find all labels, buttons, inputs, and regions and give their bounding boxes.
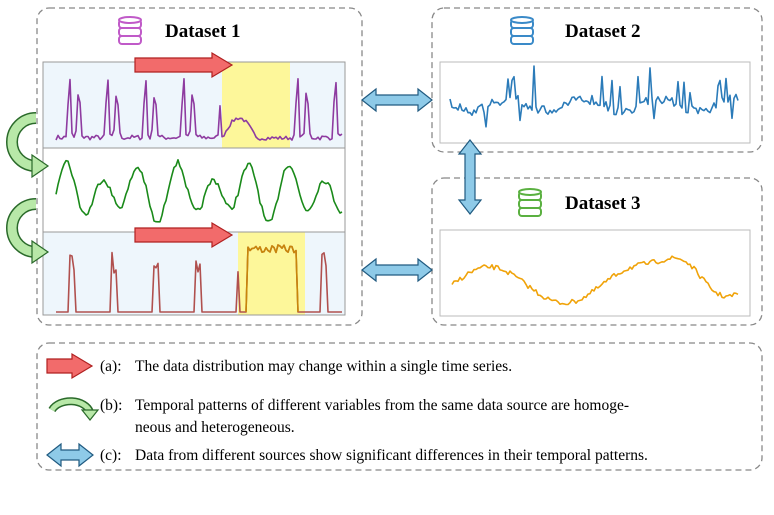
blue-arrow (46, 442, 94, 468)
panel-background (43, 148, 345, 232)
red-arrow (134, 221, 234, 249)
highlight (222, 62, 290, 148)
dataset-title: Dataset 3 (565, 193, 640, 214)
dataset-title: Dataset 2 (565, 21, 640, 42)
legend-text: The data distribution may change within … (135, 358, 512, 375)
legend-text: Temporal patterns of different variables… (135, 397, 629, 414)
database-icon (518, 188, 542, 196)
dataset-1-box (36, 7, 363, 326)
database-icon (518, 199, 542, 209)
database-icon (518, 207, 542, 217)
blue-arrow (361, 257, 433, 283)
panel-frame (439, 229, 751, 317)
legend-label: (b): (100, 397, 122, 414)
blue-arrow (361, 87, 433, 113)
green-arrow (49, 398, 93, 414)
dataset-2-box (431, 7, 763, 153)
green-arrow (31, 239, 50, 265)
dataset-3-box (431, 177, 763, 326)
legend-label: (a): (100, 358, 122, 375)
green-arrow (80, 409, 100, 421)
highlight (238, 232, 305, 315)
database-icon (118, 27, 142, 37)
green-arrow (7, 113, 37, 171)
database-icon (510, 27, 534, 37)
database-icon (118, 16, 142, 24)
red-arrow (134, 51, 234, 79)
waveform (245, 244, 299, 313)
legend-text: Data from different sources show signifi… (135, 447, 648, 464)
database-icon (510, 35, 534, 45)
red-arrow (46, 352, 94, 380)
legend-box (36, 342, 763, 471)
waveform (55, 78, 343, 141)
green-arrow (31, 153, 50, 179)
database-icon (118, 35, 142, 45)
waveform (55, 159, 343, 223)
panel-frame (439, 61, 751, 144)
waveform (451, 255, 739, 306)
legend-label: (c): (100, 447, 122, 464)
green-arrow (7, 199, 37, 257)
legend-text: neous and heterogeneous. (135, 419, 295, 436)
dataset-title: Dataset 1 (165, 21, 240, 42)
blue-arrow (457, 139, 483, 215)
database-icon (510, 16, 534, 24)
waveform (449, 65, 739, 128)
